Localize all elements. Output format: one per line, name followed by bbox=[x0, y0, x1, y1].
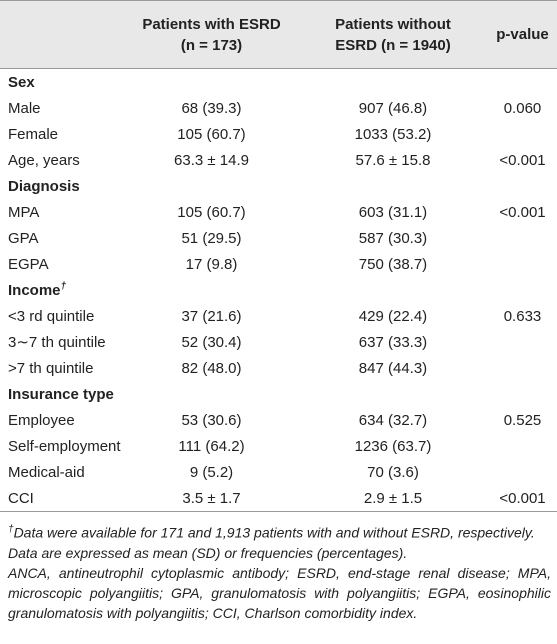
table-row: Self-employment 111 (64.2) 1236 (63.7) bbox=[0, 433, 557, 459]
header-text: ESRD (n = 1940) bbox=[335, 36, 451, 54]
table-cell: 0.060 bbox=[503, 99, 542, 117]
table-cell: 52 (30.4) bbox=[181, 333, 242, 351]
table-row: GPA 51 (29.5) 587 (30.3) bbox=[0, 225, 557, 251]
footnote-mark: † bbox=[60, 281, 67, 292]
header-row: Patients with ESRD (n = 173) Patients with… bbox=[0, 0, 557, 69]
footnote-text: ANCA, antineutrophil cytoplasmic antibod… bbox=[8, 564, 551, 621]
footnote-text: Data were available for 171 and 1,913 pa… bbox=[13, 524, 535, 541]
section-text: Insurance type bbox=[8, 385, 114, 403]
table-row: Medical-aid 9 (5.2) 70 (3.6) bbox=[0, 459, 557, 485]
table-cell: Employee bbox=[8, 411, 75, 429]
table-cell: 634 (32.7) bbox=[358, 411, 428, 429]
table-cell: 3.5 ± 1.7 bbox=[182, 489, 241, 507]
table-row: Employee 53 (30.6) 634 (32.7) 0.525 bbox=[0, 407, 557, 433]
header-cell bbox=[0, 1, 125, 69]
table-cell: 105 (60.7) bbox=[177, 203, 246, 221]
section-row: Insurance type bbox=[0, 381, 557, 407]
table-cell: EGPA bbox=[8, 255, 49, 273]
table-cell: 57.6 ± 15.8 bbox=[355, 151, 431, 169]
table-cell: 750 (38.7) bbox=[358, 255, 428, 273]
table-cell: 0.633 bbox=[503, 307, 542, 325]
footnotes: †Data were available for 171 and 1,913 p… bbox=[0, 512, 557, 623]
table-cell: 9 (5.2) bbox=[189, 463, 234, 481]
section-title: Insurance type bbox=[0, 381, 557, 407]
table-cell: <0.001 bbox=[499, 151, 546, 169]
section-title: Sex bbox=[0, 69, 557, 96]
table-row: 3∼7 th quintile 52 (30.4) 637 (33.3) bbox=[0, 329, 557, 355]
empty-cell bbox=[488, 355, 557, 381]
table-cell: Self-employment bbox=[8, 437, 121, 455]
section-title: Diagnosis bbox=[0, 173, 557, 199]
table-cell: Medical-aid bbox=[8, 463, 85, 481]
table-cell: MPA bbox=[8, 203, 40, 221]
table-cell: 82 (48.0) bbox=[181, 359, 242, 377]
header-text: Patients with ESRD bbox=[142, 15, 281, 33]
table-cell: 17 (9.8) bbox=[185, 255, 238, 273]
table-row: MPA 105 (60.7) 603 (31.1) <0.001 bbox=[0, 199, 557, 225]
table-row: Male 68 (39.3) 907 (46.8) 0.060 bbox=[0, 95, 557, 121]
table-cell: <0.001 bbox=[499, 489, 546, 507]
table-cell: 3∼7 th quintile bbox=[8, 334, 106, 351]
table-cell: 847 (44.3) bbox=[358, 359, 428, 377]
table-cell: CCI bbox=[8, 489, 34, 507]
section-text: Sex bbox=[8, 73, 35, 91]
header-text: p-value bbox=[496, 26, 549, 43]
table-row: <3 rd quintile 37 (21.6) 429 (22.4) 0.633 bbox=[0, 303, 557, 329]
table-row: EGPA 17 (9.8) 750 (38.7) bbox=[0, 251, 557, 277]
section-row: Sex bbox=[0, 69, 557, 96]
table-cell: 37 (21.6) bbox=[181, 307, 242, 325]
table-row: Female 105 (60.7) 1033 (53.2) bbox=[0, 121, 557, 147]
empty-cell bbox=[488, 329, 557, 355]
table-row: Age, years 63.3 ± 14.9 57.6 ± 15.8 <0.001 bbox=[0, 147, 557, 173]
section-text: Income bbox=[8, 282, 61, 299]
header-text: (n = 173) bbox=[180, 36, 243, 54]
header-text: Patients without bbox=[335, 15, 451, 33]
table-cell: 70 (3.6) bbox=[367, 463, 419, 481]
header-cell: p-value bbox=[488, 1, 557, 69]
table-cell: GPA bbox=[8, 229, 39, 247]
table-cell: 429 (22.4) bbox=[358, 307, 428, 325]
footnote: ANCA, antineutrophil cytoplasmic antibod… bbox=[8, 563, 551, 623]
table-cell: 68 (39.3) bbox=[181, 99, 242, 117]
table-cell: 637 (33.3) bbox=[358, 333, 428, 351]
table-cell: >7 th quintile bbox=[8, 359, 94, 377]
data-table: Patients with ESRD (n = 173) Patients with… bbox=[0, 0, 557, 512]
table-cell: 603 (31.1) bbox=[358, 203, 428, 221]
header-cell: Patients without ESRD (n = 1940) bbox=[298, 1, 488, 69]
empty-cell bbox=[488, 459, 557, 485]
table-cell: 587 (30.3) bbox=[358, 229, 428, 247]
table-cell: 63.3 ± 14.9 bbox=[174, 151, 249, 169]
table-body: Sex Male 68 (39.3) 907 (46.8) 0.060 Female 105… bbox=[0, 69, 557, 512]
empty-cell bbox=[488, 433, 557, 459]
footnote: †Data were available for 171 and 1,913 p… bbox=[8, 520, 551, 543]
table-row: >7 th quintile 82 (48.0) 847 (44.3) bbox=[0, 355, 557, 381]
table-cell: 51 (29.5) bbox=[181, 229, 242, 247]
empty-cell bbox=[488, 225, 557, 251]
footnote-text: Data are expressed as mean (SD) or frequ… bbox=[8, 544, 408, 561]
table-cell: 1033 (53.2) bbox=[354, 125, 432, 143]
section-text: Diagnosis bbox=[8, 177, 80, 195]
section-title: Income† bbox=[0, 277, 557, 303]
footnote: Data are expressed as mean (SD) or frequ… bbox=[8, 543, 551, 563]
section-row: Diagnosis bbox=[0, 173, 557, 199]
table-cell: 111 (64.2) bbox=[178, 437, 245, 455]
table-cell: 1236 (63.7) bbox=[354, 437, 432, 455]
header-cell: Patients with ESRD (n = 173) bbox=[125, 1, 298, 69]
table-cell: 0.525 bbox=[503, 411, 542, 429]
empty-cell bbox=[488, 251, 557, 277]
table-cell: Male bbox=[8, 99, 41, 117]
empty-cell bbox=[488, 121, 557, 147]
table-cell: <0.001 bbox=[499, 203, 546, 221]
table-cell: <3 rd quintile bbox=[8, 307, 95, 325]
footnote-mark: † bbox=[8, 524, 14, 535]
table-cell: Female bbox=[8, 125, 59, 143]
table-cell: 907 (46.8) bbox=[358, 99, 428, 117]
table-cell: 53 (30.6) bbox=[181, 411, 242, 429]
section-row: Income† bbox=[0, 277, 557, 303]
table-cell: 105 (60.7) bbox=[177, 125, 246, 143]
table-cell: 2.9 ± 1.5 bbox=[363, 489, 423, 507]
table-cell: Age, years bbox=[8, 151, 80, 169]
table-row: CCI 3.5 ± 1.7 2.9 ± 1.5 <0.001 bbox=[0, 485, 557, 512]
